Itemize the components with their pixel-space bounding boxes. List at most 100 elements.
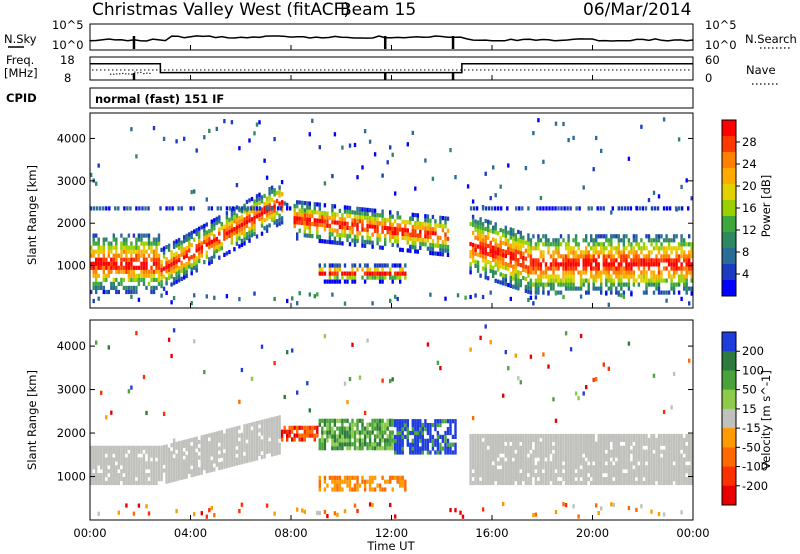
velocity-ground-cell: [218, 438, 221, 443]
velocity-ground-cell: [188, 438, 191, 443]
velocity-speck: [193, 512, 196, 517]
power-cell: [655, 274, 658, 279]
power-cell: [577, 262, 580, 267]
power-line-cell: [258, 206, 262, 211]
velocity-ground-cell: [544, 449, 548, 454]
power-cell: [210, 239, 213, 244]
velocity-ground-cell: [494, 469, 497, 474]
power-cell: [484, 247, 487, 252]
velocity-ground-cell: [102, 461, 105, 466]
velocity-cell: [306, 429, 309, 434]
velocity-ground-cell: [278, 419, 281, 424]
velocity-ground-cell: [190, 457, 193, 462]
velocity-cell: [348, 487, 352, 492]
power-cell: [346, 275, 349, 280]
power-cell: [190, 255, 193, 260]
power-cell: [333, 212, 337, 217]
velocity-ground-cell: [270, 421, 274, 426]
velocity-ground-cell: [145, 480, 148, 486]
power-colorbar-tick-label: 20: [742, 179, 757, 193]
power-cell: [416, 225, 419, 230]
velocity-cell: [399, 475, 402, 480]
velocity-ground-cell: [253, 429, 256, 434]
power-speck: [690, 291, 693, 296]
power-cell: [195, 264, 198, 269]
velocity-ground-cell: [542, 461, 545, 466]
velocity-ground-cell: [145, 449, 148, 454]
velocity-cell: [351, 434, 354, 439]
velocity-ground-cell: [607, 469, 610, 474]
power-cell: [336, 267, 339, 272]
power-cell: [185, 233, 188, 238]
power-cell: [630, 250, 633, 255]
power-cell: [557, 262, 560, 267]
power-speck: [235, 183, 239, 188]
power-cell: [366, 207, 369, 212]
power-cell: [321, 215, 324, 220]
velocity-cell: [333, 422, 337, 427]
velocity-ground-cell: [499, 480, 502, 486]
power-cell: [225, 215, 229, 220]
velocity-ground-cell: [175, 477, 178, 482]
velocity-cell: [286, 429, 289, 434]
power-line-cell: [662, 206, 666, 211]
velocity-cell: [323, 422, 327, 427]
velocity-speck: [662, 409, 666, 415]
power-cell: [610, 250, 613, 255]
velocity-ground-cell: [155, 449, 158, 454]
power-cell: [554, 250, 558, 255]
velocity-cell: [429, 450, 432, 455]
velocity-cell: [389, 479, 392, 484]
velocity-ground-cell: [660, 469, 663, 474]
power-cell: [150, 265, 153, 270]
velocity-cell: [368, 442, 372, 447]
power-cell: [366, 263, 369, 268]
power-cell: [627, 262, 631, 267]
power-cell: [527, 245, 530, 250]
power-cell: [471, 250, 475, 256]
velocity-ground-cell: [177, 452, 181, 458]
power-cell: [130, 261, 133, 266]
velocity-ground-cell: [509, 445, 512, 450]
power-cell: [597, 250, 600, 255]
velocity-ground-cell: [97, 461, 100, 466]
velocity-speck: [213, 513, 216, 518]
power-cell: [670, 250, 673, 255]
power-cell: [213, 234, 216, 239]
velocity-cell: [378, 483, 382, 488]
power-cell: [198, 258, 201, 263]
nave-speck: [149, 72, 151, 75]
power-cell: [587, 278, 590, 283]
velocity-ground-cell: [600, 465, 603, 470]
velocity-cell: [366, 426, 369, 431]
power-line-cell: [680, 206, 684, 211]
velocity-ground-cell: [223, 445, 226, 450]
power-cell: [172, 268, 176, 274]
velocity-ground-cell: [597, 433, 600, 439]
velocity-ground-cell: [587, 477, 590, 482]
power-cell: [255, 210, 259, 215]
velocity-ground-cell: [177, 448, 181, 454]
power-cell: [582, 258, 585, 263]
velocity-ground-cell: [514, 477, 517, 482]
power-cell: [564, 246, 568, 251]
velocity-ground-cell: [240, 444, 244, 449]
velocity-ground-cell: [504, 437, 507, 442]
velocity-ground-cell: [597, 477, 600, 482]
power-cell: [363, 215, 367, 220]
power-cell: [542, 234, 545, 239]
velocity-ground-cell: [564, 457, 568, 462]
power-cell: [404, 228, 407, 233]
power-cell: [657, 274, 661, 279]
velocity-ground-cell: [595, 469, 598, 474]
velocity-ground-cell: [220, 437, 223, 443]
power-cell: [620, 282, 623, 287]
velocity-ground-cell: [642, 441, 646, 446]
power-cell: [381, 229, 384, 234]
velocity-cell: [444, 419, 447, 424]
power-cell: [273, 216, 276, 221]
power-cell: [642, 262, 646, 267]
velocity-cell: [411, 438, 414, 443]
velocity-ground-cell: [469, 465, 472, 470]
power-cell: [215, 236, 218, 242]
